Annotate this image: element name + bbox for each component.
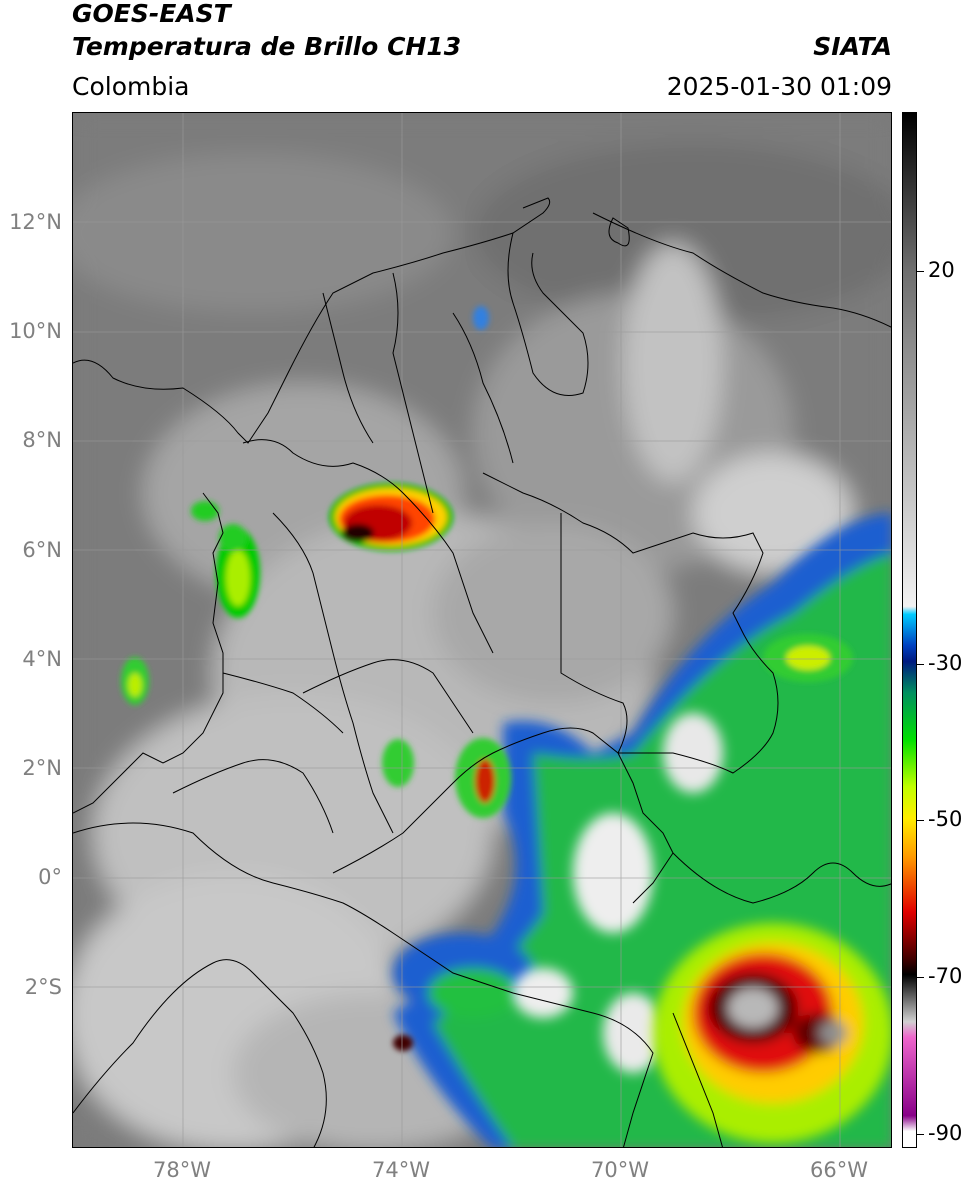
agency-label: SIATA — [813, 32, 892, 61]
lat-label-4n: 4°N — [22, 647, 62, 671]
map-canvas — [73, 113, 891, 1147]
lat-label-12n: 12°N — [9, 210, 62, 234]
lon-label-74w: 74°W — [372, 1158, 430, 1182]
lat-label-2s: 2°S — [24, 975, 62, 999]
colorbar-tick-20 — [917, 271, 924, 272]
colorbar-label-neg70: -70 — [928, 964, 963, 988]
colorbar-label-20: 20 — [928, 258, 955, 282]
colorbar-tick-neg90 — [917, 1134, 924, 1135]
lon-label-78w: 78°W — [153, 1158, 211, 1182]
lat-label-8n: 8°N — [22, 428, 62, 452]
product-title-satellite: GOES-EAST — [72, 0, 231, 28]
storm-west — [121, 306, 853, 1051]
datetime-label: 2025-01-30 01:09 — [666, 72, 892, 101]
convective-core-se — [653, 923, 891, 1143]
satellite-map — [72, 112, 892, 1148]
region-label: Colombia — [72, 72, 190, 101]
gridlines — [73, 113, 891, 1147]
colorbar-label-neg30: -30 — [928, 651, 963, 675]
colorbar-tick-neg70 — [917, 977, 924, 978]
lat-label-0: 0° — [38, 865, 62, 889]
colorbar-tick-neg50 — [917, 820, 924, 821]
borders — [73, 197, 891, 1147]
product-title-channel: Temperatura de Brillo CH13 — [72, 32, 462, 61]
storm-central — [329, 483, 453, 551]
colorbar-label-neg50: -50 — [928, 807, 963, 831]
colorbar-label-neg90: -90 — [928, 1121, 963, 1145]
lon-label-70w: 70°W — [591, 1158, 649, 1182]
temperature-colorbar — [902, 112, 917, 1148]
lat-label-6n: 6°N — [22, 538, 62, 562]
lat-label-10n: 10°N — [9, 319, 62, 343]
lat-label-2n: 2°N — [22, 756, 62, 780]
lon-label-66w: 66°W — [810, 1158, 868, 1182]
colorbar-tick-neg30 — [917, 664, 924, 665]
